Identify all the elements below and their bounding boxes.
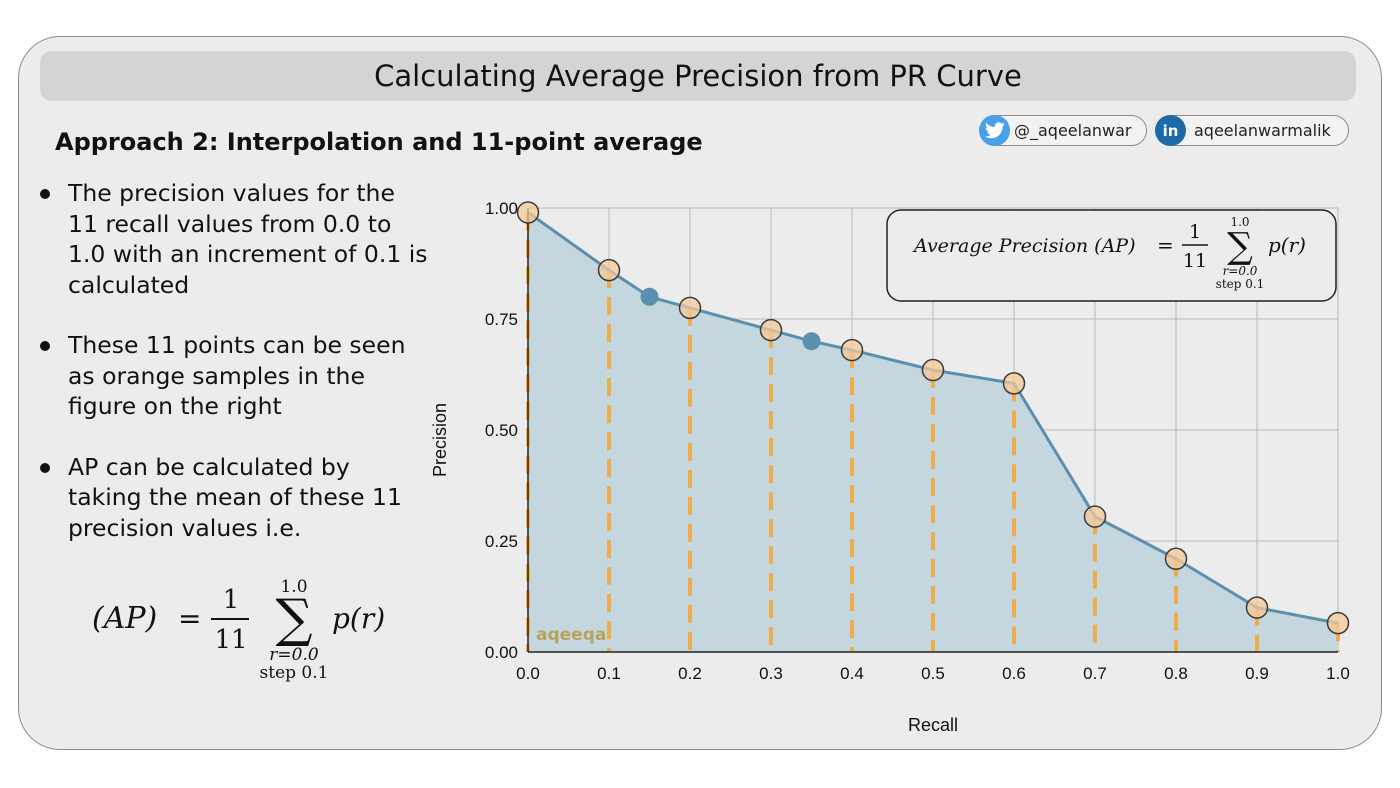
formula-equals: = bbox=[178, 602, 201, 635]
chart-formula-equals: = bbox=[1157, 233, 1174, 257]
bullet-text: The precision values for the 11 recall v… bbox=[68, 179, 428, 299]
watermark-logo: aqeeqa bbox=[536, 625, 606, 645]
chart-formula-lower: r=0.0 bbox=[1223, 264, 1258, 278]
formula-denominator: 11 bbox=[214, 625, 247, 655]
interpolated-sample-point bbox=[597, 258, 621, 282]
curve-point bbox=[802, 332, 821, 351]
y-tick-label: 1.00 bbox=[485, 199, 518, 218]
interpolated-sample-point bbox=[1245, 596, 1269, 619]
x-tick-label: 0.9 bbox=[1245, 664, 1269, 683]
chart-formula-upper: 1.0 bbox=[1230, 215, 1249, 229]
formula-lhs: (AP) bbox=[92, 601, 157, 636]
interpolated-sample-point bbox=[759, 318, 783, 342]
chart-formula-step: step 0.1 bbox=[1216, 277, 1265, 291]
ap-formula: (AP) = 1 11 1.0 ∑ r=0.0 step 0.1 p(r) bbox=[92, 578, 385, 683]
linkedin-icon: in bbox=[1155, 115, 1186, 146]
twitter-handle: @_aqeelanwar bbox=[1014, 121, 1132, 140]
formula-upper-limit: 1.0 bbox=[280, 578, 307, 597]
x-tick-label: 0.7 bbox=[1083, 664, 1107, 683]
twitter-icon bbox=[979, 115, 1010, 146]
x-tick-label: 0.1 bbox=[597, 664, 621, 683]
curve-point bbox=[640, 287, 659, 306]
chart-formula-lhs: Average Precision (AP) bbox=[912, 235, 1136, 257]
y-axis-label: Precision bbox=[430, 403, 450, 477]
x-axis-label: Recall bbox=[908, 715, 958, 735]
formula-lower-limit: r=0.0 bbox=[269, 645, 319, 665]
x-tick-label: 0.4 bbox=[840, 664, 864, 683]
formula-term: p(r) bbox=[332, 602, 385, 635]
bullet-item: AP can be calculated by taking the mean … bbox=[40, 452, 430, 544]
x-tick-label: 0.6 bbox=[1002, 664, 1026, 683]
x-tick-label: 1.0 bbox=[1326, 664, 1350, 683]
bullet-dot bbox=[40, 462, 50, 473]
y-tick-label: 0.50 bbox=[485, 421, 518, 440]
x-tick-label: 0.2 bbox=[678, 664, 702, 683]
interpolated-sample-point bbox=[1002, 372, 1026, 395]
bullet-list: The precision values for the 11 recall v… bbox=[40, 178, 430, 573]
interpolated-sample-point bbox=[516, 201, 540, 224]
chart-formula-numerator: 1 bbox=[1189, 221, 1201, 243]
bullet-item: The precision values for the 11 recall v… bbox=[40, 178, 430, 300]
x-tick-label: 0.5 bbox=[921, 664, 945, 683]
x-tick-label: 0.3 bbox=[759, 664, 783, 683]
x-tick-label: 0.0 bbox=[516, 664, 540, 683]
linkedin-badge[interactable]: in aqeelanwarmalik bbox=[1155, 115, 1349, 146]
y-tick-label: 0.75 bbox=[485, 310, 518, 329]
chart-formula-box: Average Precision (AP) = 1 11 1.0 ∑ r=0.… bbox=[886, 209, 1337, 302]
x-tick-label: 0.8 bbox=[1164, 664, 1188, 683]
page-title: Calculating Average Precision from PR Cu… bbox=[40, 51, 1356, 101]
interpolated-sample-point bbox=[1083, 505, 1107, 528]
y-tick-label: 0.25 bbox=[485, 532, 518, 551]
interpolated-sample-point bbox=[1164, 547, 1188, 571]
interpolated-sample-point bbox=[678, 296, 702, 320]
bullet-text: These 11 points can be seen as orange sa… bbox=[68, 331, 406, 420]
formula-numerator: 1 bbox=[223, 585, 240, 615]
bullet-item: These 11 points can be seen as orange sa… bbox=[40, 330, 430, 422]
formula-box-frame bbox=[886, 209, 1337, 302]
pr-curve-chart: 0.0 0.1 0.2 0.3 0.4 0.5 0.6 0.7 0.8 0.9 1.0 0.00 0.2… bbox=[430, 199, 1350, 735]
chart-formula-denominator: 11 bbox=[1183, 250, 1207, 272]
interpolated-sample-point bbox=[1326, 611, 1350, 635]
bullet-text: AP can be calculated by taking the mean … bbox=[68, 452, 402, 542]
interpolated-sample-point bbox=[921, 358, 945, 382]
tick-labels: 0.0 0.1 0.2 0.3 0.4 0.5 0.6 0.7 0.8 0.9 1.0 0.00 0.2… bbox=[485, 199, 1350, 683]
interpolated-sample-point bbox=[840, 338, 864, 362]
formula-step: step 0.1 bbox=[260, 663, 329, 683]
bullet-dot bbox=[40, 189, 50, 199]
page-title-text: Calculating Average Precision from PR Cu… bbox=[374, 59, 1022, 93]
chart-formula-sum: ∑ bbox=[1227, 226, 1253, 267]
formula-sum-symbol: ∑ bbox=[275, 589, 312, 649]
twitter-badge[interactable]: @_aqeelanwar bbox=[979, 115, 1147, 146]
y-tick-label: 0.00 bbox=[485, 643, 518, 662]
linkedin-handle: aqeelanwarmalik bbox=[1194, 121, 1331, 140]
data-points bbox=[516, 201, 1350, 635]
bullet-dot bbox=[40, 341, 50, 351]
chart-formula-term: p(r) bbox=[1268, 233, 1306, 257]
approach-heading: Approach 2: Interpolation and 11-point a… bbox=[55, 128, 703, 156]
